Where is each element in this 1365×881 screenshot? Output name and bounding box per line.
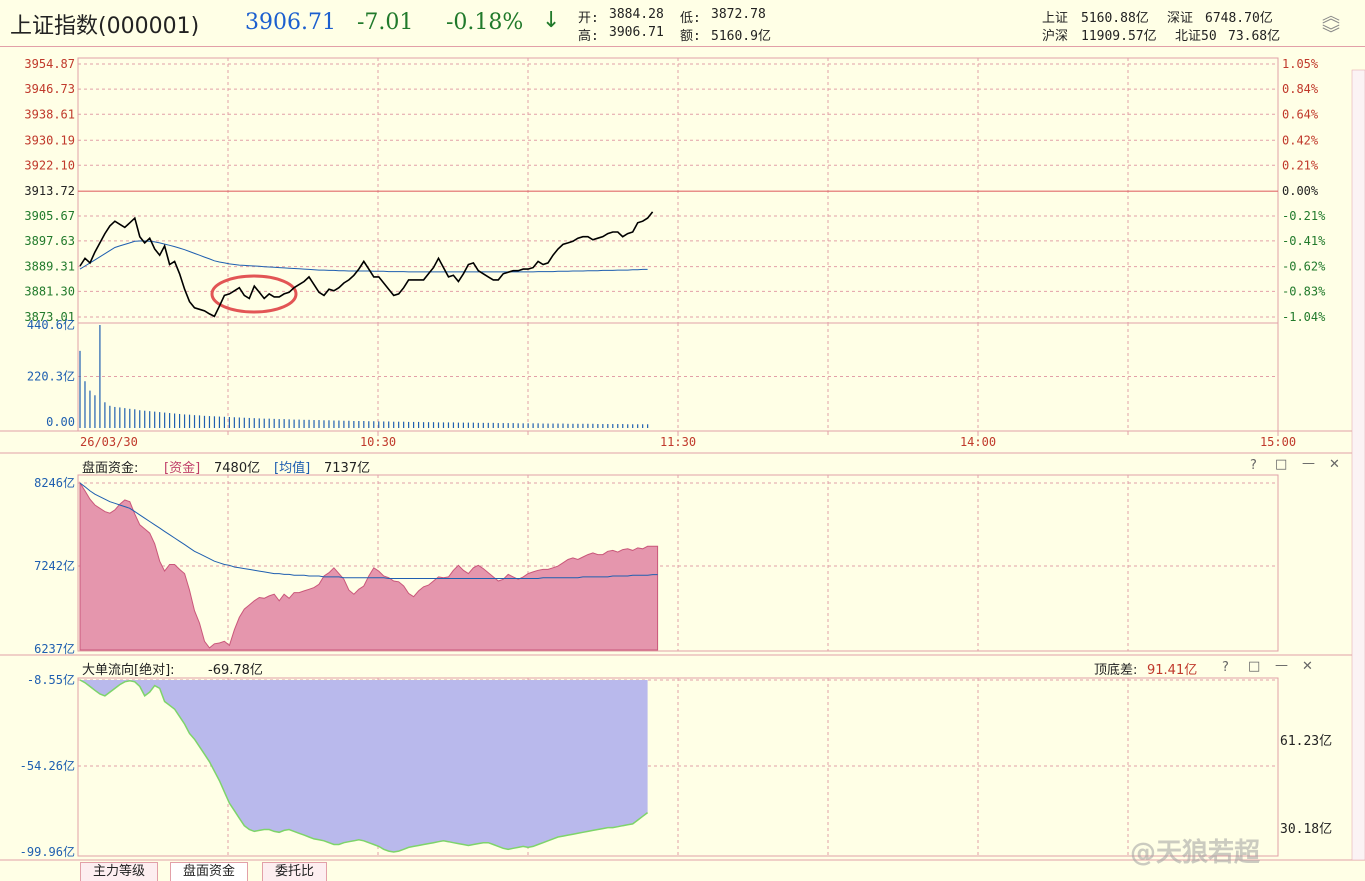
price-change-pct: -0.18% [446, 10, 524, 35]
capital-panel-name: 盘面资金: [82, 461, 139, 476]
time-date-label: 26/03/30 [80, 435, 138, 449]
flow-area [80, 680, 648, 852]
pct-y-label: 0.64% [1282, 107, 1319, 121]
flow-right-label-top: 61.23亿 [1280, 734, 1333, 749]
high-label: 高: [578, 29, 599, 44]
flow-y-labels: -8.55亿 -54.26亿 -99.96亿 [20, 672, 75, 859]
price-y-label: 3897.63 [24, 234, 75, 248]
highlight-ellipse [210, 274, 298, 314]
last-price: 3906.71 [245, 10, 336, 35]
pct-y-label: 0.42% [1282, 133, 1319, 147]
capital-y-label: 8246亿 [34, 475, 75, 490]
capital-avg-value: 7137亿 [324, 461, 371, 476]
watermark: @天狼若超 [1130, 838, 1261, 868]
hs-turnover-label: 沪深 [1042, 29, 1069, 44]
tab-order-ratio[interactable]: 委托比 [262, 862, 328, 881]
price-change: -7.01 [357, 10, 414, 35]
flow-close-button[interactable]: ✕ [1302, 659, 1313, 674]
flow-right-label-bottom: 30.18亿 [1280, 822, 1333, 837]
open-value: 3884.28 [609, 7, 664, 22]
flow-panel-name: 大单流向[绝对]: [82, 663, 175, 678]
pct-y-label: 0.00% [1282, 184, 1319, 198]
time-tick-label: 11:30 [660, 435, 696, 449]
tab-capital[interactable]: 盘面资金 [170, 862, 249, 881]
capital-y-label: 7242亿 [34, 558, 75, 573]
price-y-label: 3930.19 [24, 133, 75, 147]
scroll-up-button[interactable]: ︽ [1322, 6, 1340, 27]
price-y-label: 3873.01 [24, 310, 75, 324]
flow-restore-button[interactable]: □ [1248, 659, 1261, 674]
volume-bars [79, 325, 649, 428]
pct-y-label: -0.83% [1282, 284, 1326, 298]
flow-y-label: -99.96亿 [20, 844, 75, 859]
price-y-label: 3881.30 [24, 284, 75, 298]
open-label: 开: [578, 11, 599, 26]
price-y-label: 3913.72 [24, 184, 75, 198]
capital-minimize-button[interactable]: — [1302, 456, 1315, 471]
bj50-turnover-value: 73.68亿 [1228, 29, 1281, 44]
amount-value: 5160.9亿 [711, 29, 771, 44]
hs-turnover-value: 11909.57亿 [1081, 29, 1157, 44]
time-tick-label: 15:00 [1260, 435, 1296, 449]
sz-turnover-value: 6748.70亿 [1205, 11, 1273, 26]
price-y-label: 3889.31 [24, 260, 75, 274]
tab-main-level[interactable]: 主力等级 [80, 862, 159, 881]
capital-fund-value: 7480亿 [214, 461, 261, 476]
pct-y-label: -0.62% [1282, 260, 1326, 274]
flow-diff-label: 顶底差: [1094, 663, 1138, 678]
capital-restore-button[interactable]: □ [1275, 457, 1288, 472]
pct-y-label: 1.05% [1282, 57, 1319, 71]
volume-y-label: 0.00 [46, 415, 75, 429]
capital-help-button[interactable]: ? [1250, 458, 1257, 473]
volume-y-label: 220.3亿 [27, 369, 75, 384]
low-label: 低: [680, 11, 701, 26]
down-arrow-icon: ↓ [542, 8, 561, 33]
scroll-down-button[interactable]: ︾ [1322, 24, 1340, 45]
amount-label: 额: [680, 29, 701, 44]
price-y-label: 3946.73 [24, 82, 75, 96]
capital-close-button[interactable]: ✕ [1329, 457, 1340, 472]
index-title: 上证指数(000001) [10, 14, 200, 39]
capital-fund-tag: [资金] [164, 461, 201, 476]
price-grid [78, 58, 1278, 323]
time-axis: 26/03/30 10:30 11:30 14:00 15:00 [80, 431, 1296, 449]
price-y-label: 3922.10 [24, 158, 75, 172]
capital-y-label: 6237亿 [34, 641, 75, 656]
avg-price-line [79, 240, 648, 273]
pct-y-label: 0.21% [1282, 158, 1319, 172]
flow-y-label: -54.26亿 [20, 758, 75, 773]
flow-y-label: -8.55亿 [27, 672, 75, 687]
quote-header [0, 0, 1365, 47]
flow-panel-value: -69.78亿 [208, 663, 263, 678]
price-y-label: 3938.61 [24, 107, 75, 121]
pct-y-label: 0.84% [1282, 82, 1319, 96]
pct-y-label: -1.04% [1282, 310, 1326, 324]
pct-y-label: -0.21% [1282, 209, 1326, 223]
sh-turnover-label: 上证 [1042, 11, 1069, 26]
price-y-labels: 3954.87 1.05% 3946.73 0.84% 3938.61 0.64% 3930… [24, 57, 1326, 324]
volume-y-labels: 440.6亿 220.3亿 0.00 [27, 317, 75, 429]
price-y-label: 3954.87 [24, 57, 75, 71]
sz-turnover-label: 深证 [1167, 11, 1194, 26]
capital-area [79, 481, 659, 651]
price-y-label: 3905.67 [24, 209, 75, 223]
flow-minimize-button[interactable]: — [1275, 658, 1288, 673]
low-value: 3872.78 [711, 7, 766, 22]
pct-y-label: -0.41% [1282, 234, 1326, 248]
price-line [79, 211, 654, 318]
flow-diff-value: 91.41亿 [1147, 663, 1198, 678]
volume-grid [78, 323, 1278, 431]
capital-avg-tag: [均值] [274, 461, 311, 476]
time-tick-label: 10:30 [360, 435, 396, 449]
capital-avg-line [79, 482, 658, 579]
flow-help-button[interactable]: ? [1222, 660, 1229, 675]
time-tick-label: 14:00 [960, 435, 996, 449]
bj50-turnover-label: 北证50 [1175, 29, 1217, 44]
flow-edge-line [79, 679, 649, 853]
volume-y-label: 440.6亿 [27, 317, 75, 332]
high-value: 3906.71 [609, 25, 664, 40]
sh-turnover-value: 5160.88亿 [1081, 11, 1149, 26]
capital-y-labels: 8246亿 7242亿 6237亿 [34, 475, 75, 656]
